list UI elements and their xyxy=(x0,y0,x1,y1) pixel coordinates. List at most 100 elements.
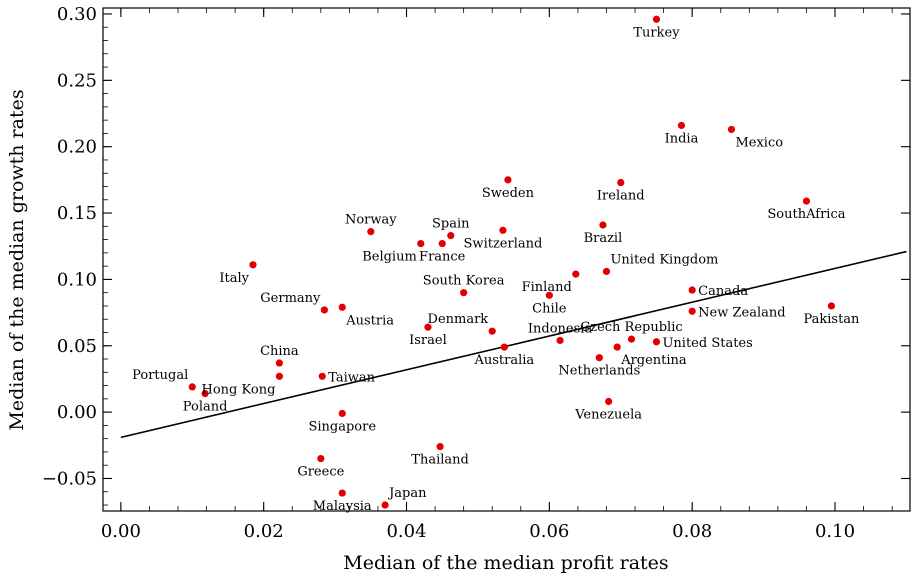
data-point xyxy=(320,306,328,314)
point-label: Spain xyxy=(432,217,470,232)
data-point xyxy=(447,232,455,240)
data-points xyxy=(188,15,836,509)
point-label: Mexico xyxy=(735,135,783,150)
data-point xyxy=(802,197,811,205)
data-point xyxy=(249,261,257,269)
point-label: Belgium xyxy=(362,250,417,265)
data-point xyxy=(338,409,346,418)
y-tick-label: −0.05 xyxy=(42,468,97,489)
point-label: New Zealand xyxy=(698,305,785,320)
y-tick-label: 0.20 xyxy=(57,137,97,158)
point-label: Switzerland xyxy=(464,236,543,251)
data-point xyxy=(605,397,613,406)
point-label: United Kingdom xyxy=(610,252,718,267)
point-label: SouthAfrica xyxy=(767,207,845,222)
data-point xyxy=(500,343,508,351)
data-point xyxy=(827,302,836,310)
data-point xyxy=(688,307,696,315)
point-label: Poland xyxy=(183,400,228,415)
data-point xyxy=(545,291,553,299)
data-point xyxy=(317,454,325,463)
point-label: Austria xyxy=(345,313,394,328)
data-point xyxy=(417,239,425,248)
data-point xyxy=(367,228,375,236)
point-label: Norway xyxy=(345,213,397,228)
point-label: Taiwan xyxy=(328,370,375,385)
y-tick-label: 0.30 xyxy=(57,4,97,25)
x-axis-title: Median of the median profit rates xyxy=(343,552,668,574)
point-label: Thailand xyxy=(411,453,469,468)
point-label: Pakistan xyxy=(803,312,860,327)
fit-line xyxy=(120,250,907,439)
x-tick-label: 0.10 xyxy=(815,521,855,542)
data-point xyxy=(338,489,346,497)
point-label: Sweden xyxy=(482,186,535,201)
point-labels: Turkey India Mexico Sweden Ireland SouthAfric… xyxy=(132,25,860,514)
y-tick-label: 0.15 xyxy=(57,203,97,224)
point-label: Hong Kong xyxy=(202,382,276,397)
data-point xyxy=(488,327,496,335)
point-label: Italy xyxy=(219,271,249,286)
point-label: Argentina xyxy=(620,353,687,368)
point-label: Portugal xyxy=(132,368,188,383)
point-label: Greece xyxy=(297,465,344,480)
point-label: Israel xyxy=(409,333,447,348)
point-label: Czech Republic xyxy=(580,320,682,335)
data-point xyxy=(499,226,507,234)
point-label: Canada xyxy=(698,284,748,299)
data-point xyxy=(572,270,580,278)
plot-frame xyxy=(102,7,911,512)
data-point xyxy=(627,335,636,343)
y-tick-label: 0.25 xyxy=(57,70,97,91)
data-point xyxy=(318,372,326,380)
point-label: Malaysia xyxy=(313,499,372,514)
point-label: Japan xyxy=(387,486,427,501)
x-tick-label: 0.04 xyxy=(386,521,426,542)
point-label: Brazil xyxy=(584,231,623,246)
point-label: Chile xyxy=(532,301,567,316)
point-label: Finland xyxy=(522,280,572,295)
data-point xyxy=(201,389,209,398)
point-label: France xyxy=(419,250,466,265)
data-point xyxy=(460,289,468,297)
data-point xyxy=(424,323,432,331)
data-point xyxy=(599,221,607,229)
data-point xyxy=(381,501,389,509)
point-label: Venezuela xyxy=(574,408,642,423)
data-point xyxy=(677,121,686,130)
data-point xyxy=(727,125,736,134)
y-axis: −0.05 0.00 0.05 0.10 0.15 0.20 0.25 0.30 xyxy=(42,4,112,489)
minor-ticks xyxy=(103,8,910,511)
x-tick-label: 0.02 xyxy=(244,521,284,542)
y-tick-label: 0.10 xyxy=(57,269,97,290)
y-axis-title: Median of the median growth rates xyxy=(6,89,28,430)
data-point xyxy=(275,372,283,380)
point-label: Germany xyxy=(260,291,321,306)
data-point xyxy=(652,338,661,346)
point-label: United States xyxy=(662,336,752,351)
point-label: Singapore xyxy=(308,419,376,434)
point-label: China xyxy=(260,344,299,359)
data-point xyxy=(595,354,603,362)
point-label: South Korea xyxy=(423,274,505,289)
point-label: Netherlands xyxy=(558,364,640,379)
x-tick-label: 0.06 xyxy=(529,521,569,542)
point-label: Turkey xyxy=(633,25,680,40)
data-point xyxy=(504,176,512,184)
point-label: Ireland xyxy=(597,189,645,204)
data-point xyxy=(652,15,661,23)
data-point xyxy=(436,443,444,451)
x-tick-label: 0.00 xyxy=(101,521,141,542)
point-label: Denmark xyxy=(428,312,489,327)
data-point xyxy=(688,286,696,294)
data-point xyxy=(275,359,283,367)
data-point xyxy=(602,267,611,276)
x-tick-label: 0.08 xyxy=(672,521,712,542)
data-point xyxy=(438,239,446,248)
point-label: Indonesia xyxy=(528,321,593,336)
data-point xyxy=(613,343,621,351)
point-label: India xyxy=(665,131,699,146)
data-point xyxy=(188,383,196,391)
y-tick-label: 0.00 xyxy=(57,402,97,423)
